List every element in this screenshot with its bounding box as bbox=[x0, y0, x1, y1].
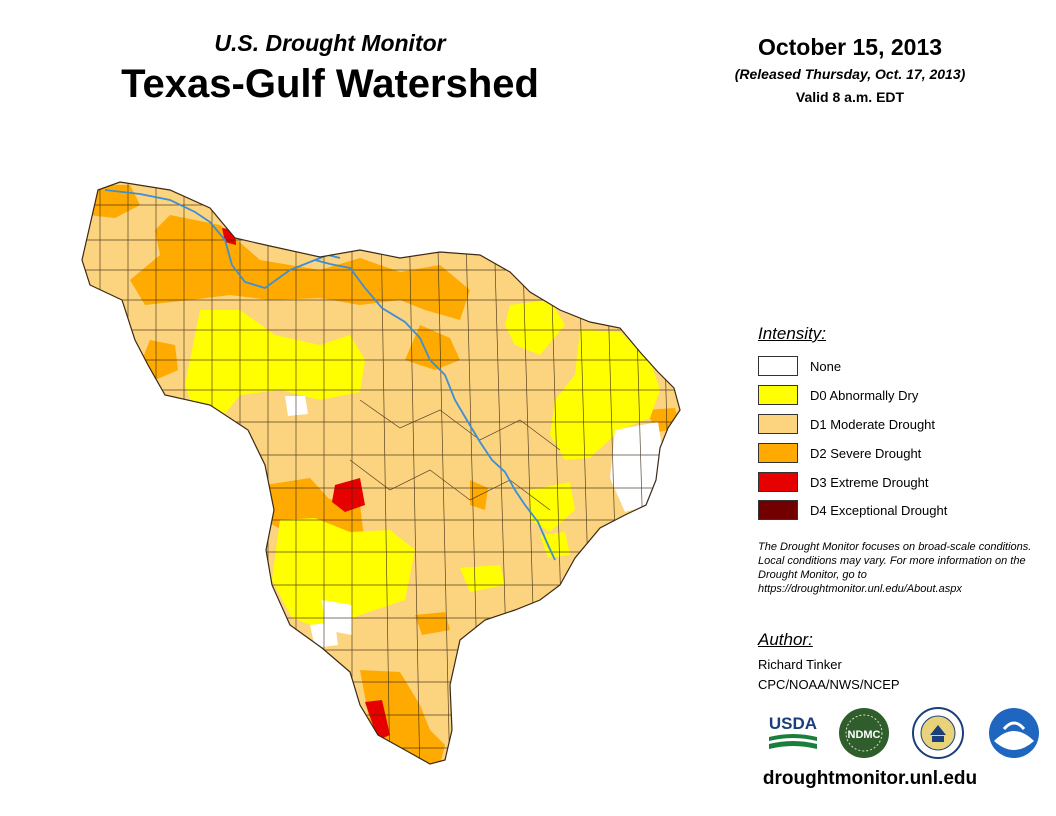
legend-label: D3 Extreme Drought bbox=[810, 475, 929, 490]
legend-item: D0 Abnormally Dry bbox=[758, 384, 918, 406]
map-subtitle: U.S. Drought Monitor bbox=[150, 30, 510, 57]
release-date: (Released Thursday, Oct. 17, 2013) bbox=[690, 66, 1010, 82]
legend-swatch bbox=[758, 385, 798, 405]
ndmc-logo: NDMC bbox=[838, 707, 890, 759]
legend-label: D2 Severe Drought bbox=[810, 446, 921, 461]
legend-swatch bbox=[758, 500, 798, 520]
map-date: October 15, 2013 bbox=[690, 34, 1010, 61]
legend-label: D0 Abnormally Dry bbox=[810, 388, 918, 403]
legend-swatch bbox=[758, 356, 798, 376]
legend-label: D1 Moderate Drought bbox=[810, 417, 935, 432]
author-title: Author: bbox=[758, 630, 813, 650]
author-name: Richard Tinker bbox=[758, 657, 842, 672]
legend-item: None bbox=[758, 355, 841, 377]
legend-swatch bbox=[758, 414, 798, 434]
legend-item: D3 Extreme Drought bbox=[758, 471, 929, 493]
footer-url[interactable]: droughtmonitor.unl.edu bbox=[700, 768, 1040, 790]
legend-item: D1 Moderate Drought bbox=[758, 413, 935, 435]
usda-logo: USDA bbox=[765, 707, 821, 755]
noaa-logo-icon bbox=[988, 707, 1040, 759]
drought-monitor-note: The Drought Monitor focuses on broad-sca… bbox=[758, 540, 1048, 596]
legend-item: D2 Severe Drought bbox=[758, 442, 921, 464]
usda-logo-text: USDA bbox=[769, 714, 817, 733]
legend-title: Intensity: bbox=[758, 324, 826, 344]
ndmc-logo-text: NDMC bbox=[848, 729, 881, 741]
legend-label: None bbox=[810, 359, 841, 374]
legend-item: D4 Exceptional Drought bbox=[758, 499, 947, 521]
drought-map bbox=[60, 160, 690, 780]
legend-swatch bbox=[758, 443, 798, 463]
legend-swatch bbox=[758, 472, 798, 492]
legend-label: D4 Exceptional Drought bbox=[810, 503, 947, 518]
doc-seal-icon bbox=[912, 707, 964, 759]
map-title: Texas-Gulf Watershed bbox=[60, 62, 600, 107]
author-org: CPC/NOAA/NWS/NCEP bbox=[758, 677, 900, 692]
valid-time: Valid 8 a.m. EDT bbox=[690, 89, 1010, 105]
